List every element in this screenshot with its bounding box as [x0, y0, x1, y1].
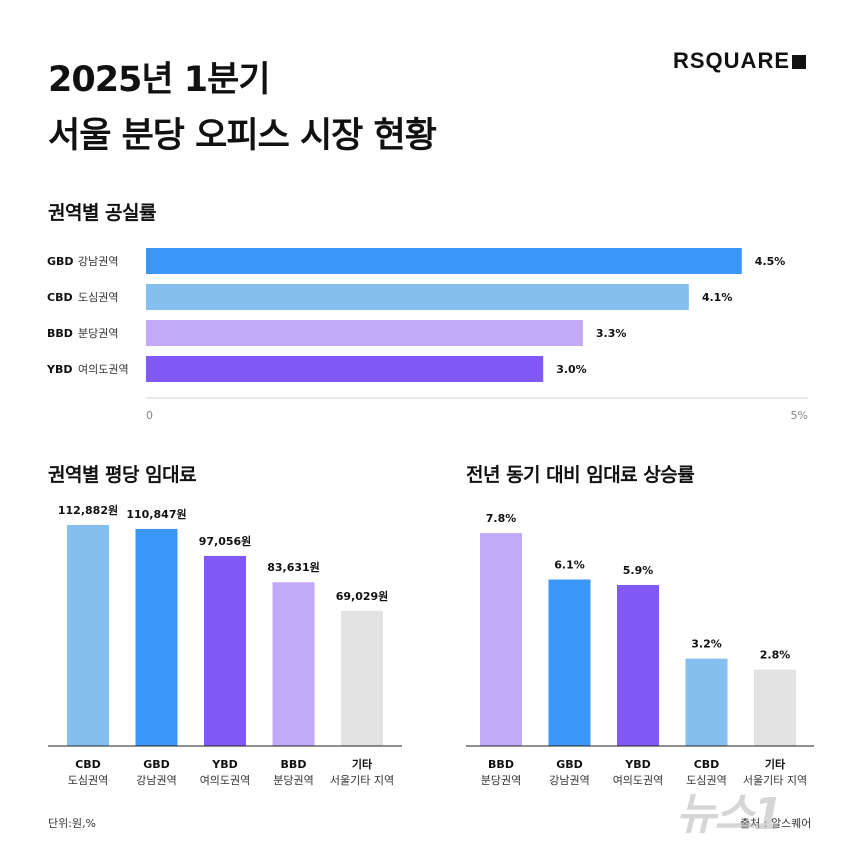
growth-chart: 7.8% BBD 분당권역 6.1% GBD 강남권역 5.9% YBD 여의도권역 3.2% CB… — [466, 512, 814, 787]
category-code-label: GBD — [143, 758, 170, 771]
bar — [341, 610, 383, 746]
category-name-label: 여의도권역 — [200, 774, 251, 787]
category-code-label: GBD — [556, 758, 583, 771]
value-label: 6.1% — [554, 559, 585, 572]
value-label: 3.3% — [596, 327, 627, 340]
category-code-label: CBD — [694, 758, 720, 771]
category-code-label: BBD — [281, 758, 307, 771]
vacancy-bar — [146, 356, 544, 382]
category-code-label: BBD — [47, 327, 73, 340]
vacancy-bar — [146, 248, 742, 274]
category-name-label: 서울기타 지역 — [743, 774, 807, 787]
value-label: 69,029원 — [336, 589, 389, 603]
page-title: 2025년 1분기 서울 분당 오피스 시장 현황 — [48, 52, 437, 164]
category-name-label: 분당권역 — [481, 774, 521, 787]
value-label: 4.5% — [755, 255, 786, 268]
logo-square-icon — [792, 55, 807, 69]
value-label: 3.0% — [556, 363, 587, 376]
vacancy-heading: 권역별 공실률 — [48, 202, 157, 224]
category-name-label: 서울기타 지역 — [330, 774, 394, 787]
category-code-label: YBD — [624, 758, 650, 771]
value-label: 7.8% — [486, 512, 517, 525]
category-name-label: 도심권역 — [686, 774, 726, 787]
category-name-label: 분당권역 — [273, 774, 313, 787]
bar — [685, 658, 728, 746]
growth-heading: 전년 동기 대비 임대료 상승률 — [466, 464, 695, 486]
value-label: 112,882원 — [58, 503, 118, 517]
category-code-label: CBD — [75, 758, 101, 771]
vacancy-bar — [146, 320, 583, 346]
vacancy-chart: GBD 강남권역 4.5% CBD 도심권역 4.1% BBD 분당권역 3.3% YBD 여의도권… — [46, 248, 808, 422]
category-code-label: CBD — [47, 291, 73, 304]
title-line-1: 2025년 1분기 — [48, 60, 271, 100]
bar — [135, 528, 178, 746]
rent-heading: 권역별 평당 임대료 — [48, 464, 197, 486]
x-tick-label: 5% — [791, 409, 808, 422]
category-name-label: 분당권역 — [78, 327, 118, 340]
category-code-label: YBD — [46, 363, 72, 376]
category-name-label: 도심권역 — [68, 774, 108, 787]
bar — [548, 579, 591, 746]
value-label: 4.1% — [702, 291, 733, 304]
value-label: 5.9% — [623, 564, 654, 577]
bar — [272, 582, 315, 746]
bar — [480, 533, 522, 746]
rsquare-logo: RSQUARE — [673, 48, 807, 74]
category-code-label: YBD — [211, 758, 237, 771]
news1-watermark: 뉴스1 — [676, 789, 784, 840]
category-name-label: 강남권역 — [549, 774, 589, 787]
category-name-label: 여의도권역 — [613, 774, 664, 787]
x-tick-label: 0 — [146, 409, 153, 422]
value-label: 83,631원 — [267, 560, 320, 574]
value-label: 110,847원 — [126, 507, 186, 521]
category-code-label: GBD — [47, 255, 74, 268]
category-name-label: 강남권역 — [136, 774, 176, 787]
value-label: 97,056원 — [199, 534, 252, 548]
bar — [204, 555, 246, 746]
rent-chart: 112,882원 CBD 도심권역 110,847원 GBD 강남권역 97,056원 YBD… — [48, 503, 402, 787]
unit-note: 단위:원,% — [48, 817, 97, 830]
source-note: 출처 : 알스퀘어 — [740, 817, 812, 830]
category-name-label: 강남권역 — [78, 255, 118, 268]
category-code-label: 기타 — [765, 757, 786, 771]
bar — [67, 524, 109, 746]
category-name-label: 도심권역 — [78, 291, 118, 304]
title-line-2: 서울 분당 오피스 시장 현황 — [48, 116, 437, 156]
category-code-label: 기타 — [352, 757, 373, 771]
category-name-label: 여의도권역 — [78, 363, 129, 376]
value-label: 3.2% — [691, 638, 722, 651]
bar — [754, 669, 796, 746]
logo-text: RSQUARE — [673, 48, 791, 73]
bar — [617, 584, 659, 746]
category-code-label: BBD — [488, 758, 514, 771]
vacancy-bar — [146, 284, 689, 310]
value-label: 2.8% — [760, 649, 791, 662]
